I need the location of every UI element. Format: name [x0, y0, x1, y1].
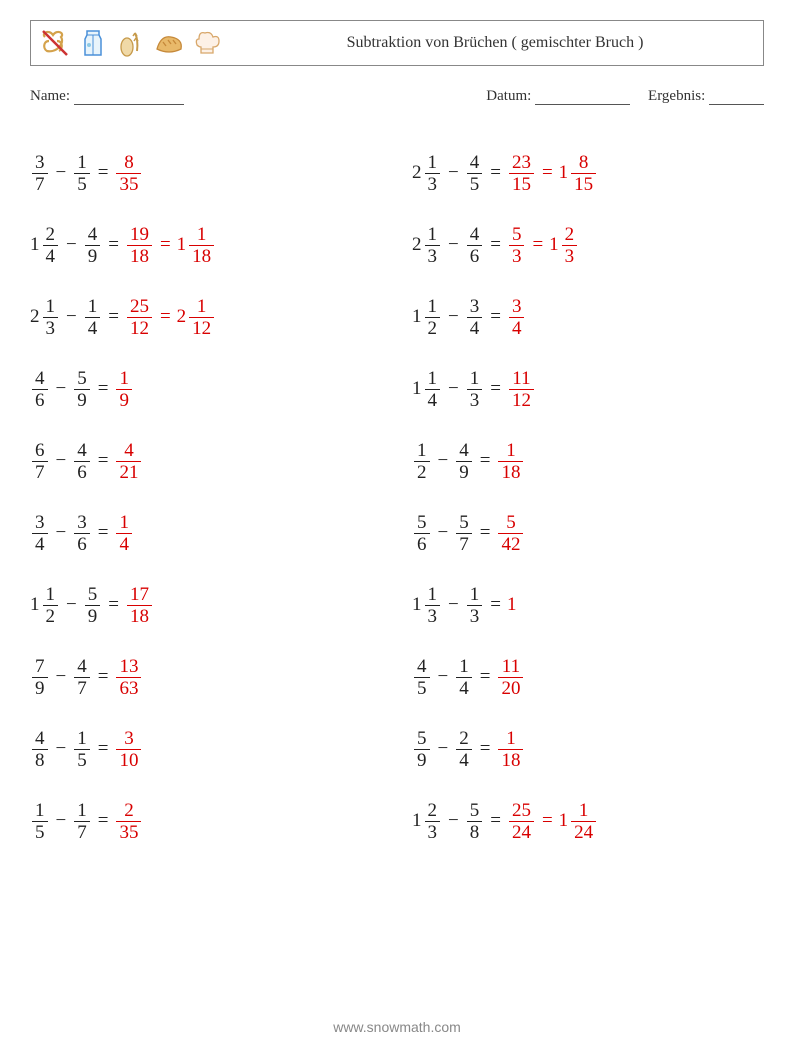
problem-row: 79−47=1363 — [30, 641, 382, 713]
date-label: Datum: — [486, 88, 531, 104]
problem-row: 124−49=1918=1118 — [30, 209, 382, 281]
problem-row: 48−15=310 — [30, 713, 382, 785]
problems-grid: 37−15=835124−49=1918=1118213−14=2512=211… — [30, 137, 764, 857]
result-label: Ergebnis: — [648, 88, 705, 104]
worksheet-page: Subtraktion von Brüchen ( gemischter Bru… — [0, 0, 794, 1053]
problem-row: 112−59=1718 — [30, 569, 382, 641]
chef-hat-icon — [189, 25, 225, 61]
problem-row: 34−36=14 — [30, 497, 382, 569]
problem-row: 213−14=2512=2112 — [30, 281, 382, 353]
problem-row: 114−13=1112 — [412, 353, 764, 425]
problem-row: 113−13=1 — [412, 569, 764, 641]
problem-row: 123−58=2524=1124 — [412, 785, 764, 857]
footer-url: www.snowmath.com — [0, 1019, 794, 1035]
problem-row: 213−45=2315=1815 — [412, 137, 764, 209]
wheat-bread-icon — [113, 25, 149, 61]
problem-row: 12−49=118 — [412, 425, 764, 497]
date-blank[interactable] — [535, 90, 630, 105]
problem-row: 37−15=835 — [30, 137, 382, 209]
problem-row: 67−46=421 — [30, 425, 382, 497]
problem-row: 15−17=235 — [30, 785, 382, 857]
problem-row: 213−46=53=123 — [412, 209, 764, 281]
worksheet-title: Subtraktion von Brüchen ( gemischter Bru… — [227, 33, 763, 52]
name-label: Name: — [30, 88, 70, 104]
problems-column-left: 37−15=835124−49=1918=1118213−14=2512=211… — [30, 137, 382, 857]
meta-line: Name: Datum: Ergebnis: — [30, 88, 764, 105]
result-blank[interactable] — [709, 90, 764, 105]
problem-row: 45−14=1120 — [412, 641, 764, 713]
problem-row: 59−24=118 — [412, 713, 764, 785]
problem-row: 46−59=19 — [30, 353, 382, 425]
problems-column-right: 213−45=2315=1815213−46=53=123112−34=3411… — [382, 137, 764, 857]
name-blank[interactable] — [74, 90, 184, 105]
header-icon-row — [31, 25, 227, 61]
problem-row: 56−57=542 — [412, 497, 764, 569]
worksheet-header: Subtraktion von Brüchen ( gemischter Bru… — [30, 20, 764, 66]
pretzel-icon — [37, 25, 73, 61]
bread-loaf-icon — [151, 25, 187, 61]
milk-carton-icon — [75, 25, 111, 61]
problem-row: 112−34=34 — [412, 281, 764, 353]
